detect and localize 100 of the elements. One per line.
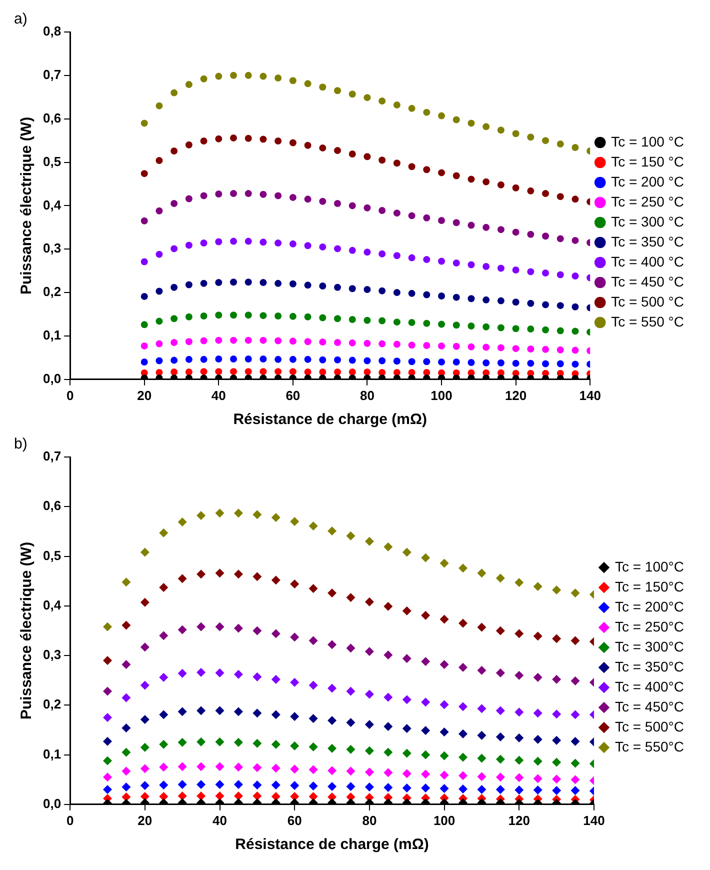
- point: [542, 326, 550, 334]
- point: [440, 700, 449, 710]
- point: [570, 736, 580, 746]
- point: [438, 358, 446, 366]
- point: [289, 280, 296, 288]
- point: [102, 785, 112, 794]
- point: [334, 338, 342, 346]
- point: [159, 792, 168, 801]
- point: [477, 772, 486, 782]
- point: [274, 356, 282, 363]
- point: [452, 322, 460, 329]
- point: [328, 766, 337, 776]
- point: [556, 360, 564, 368]
- point: [334, 284, 342, 291]
- point: [402, 548, 412, 557]
- point: [200, 192, 208, 200]
- point: [140, 342, 148, 350]
- point: [452, 358, 460, 366]
- point: [260, 238, 267, 246]
- point: [421, 656, 430, 666]
- point: [514, 786, 524, 795]
- point: [572, 236, 579, 244]
- point: [364, 720, 374, 729]
- point: [260, 355, 267, 362]
- point: [542, 346, 550, 353]
- x-tick-label: 40: [211, 388, 226, 403]
- point: [185, 368, 192, 376]
- point: [364, 536, 374, 546]
- point: [496, 754, 505, 764]
- y-tick-label: 0,0: [42, 370, 62, 386]
- point: [319, 368, 326, 376]
- point: [289, 312, 296, 320]
- point: [304, 356, 312, 363]
- point: [477, 622, 486, 632]
- point: [102, 686, 112, 696]
- point: [423, 358, 430, 366]
- point: [289, 368, 296, 376]
- x-tick-label: 20: [137, 388, 152, 403]
- point: [215, 706, 224, 716]
- point: [542, 301, 550, 308]
- legend-label: Tc = 300°C: [614, 638, 684, 654]
- point: [328, 744, 337, 753]
- point: [482, 123, 490, 130]
- point: [185, 313, 192, 320]
- point: [346, 644, 356, 653]
- point: [452, 172, 460, 180]
- point: [290, 517, 300, 526]
- x-tick-label: 60: [286, 388, 300, 403]
- point: [244, 134, 252, 142]
- point: [319, 314, 326, 322]
- point: [393, 160, 400, 167]
- point: [178, 668, 187, 678]
- point: [542, 137, 550, 144]
- point: [402, 606, 412, 616]
- point: [200, 137, 208, 144]
- point: [542, 232, 550, 240]
- legend-label: Tc = 350 °C: [611, 233, 684, 250]
- point: [468, 222, 475, 229]
- legend-label: Tc = 200°C: [614, 598, 684, 614]
- point: [140, 292, 148, 300]
- point: [346, 744, 356, 754]
- legend-label: Tc = 350°C: [614, 658, 684, 674]
- point: [234, 670, 243, 679]
- point: [438, 320, 446, 328]
- point: [102, 756, 112, 766]
- y-tick-label: 0,3: [42, 240, 62, 256]
- point: [482, 323, 490, 330]
- point: [552, 634, 562, 644]
- point: [348, 150, 356, 158]
- point: [402, 724, 412, 733]
- point: [319, 282, 326, 290]
- x-tick-label: 140: [579, 388, 601, 403]
- legend-label: Tc = 200 °C: [611, 173, 684, 190]
- point: [308, 765, 318, 774]
- point: [364, 94, 371, 102]
- point: [260, 312, 267, 320]
- point: [289, 338, 296, 345]
- point: [378, 287, 386, 294]
- point: [170, 200, 178, 208]
- point: [421, 698, 430, 707]
- point: [552, 674, 562, 684]
- point: [234, 508, 243, 518]
- point: [159, 780, 168, 790]
- point: [477, 754, 486, 763]
- point: [140, 358, 148, 366]
- point: [140, 642, 150, 652]
- point: [159, 583, 168, 592]
- x-tick-label: 140: [583, 812, 605, 828]
- point: [185, 356, 192, 363]
- point: [244, 278, 252, 286]
- point: [200, 240, 208, 247]
- point: [308, 782, 318, 791]
- point: [289, 139, 296, 146]
- point: [178, 762, 187, 772]
- point: [215, 668, 224, 678]
- point: [384, 768, 393, 778]
- point: [440, 614, 449, 624]
- point: [402, 695, 412, 704]
- point: [230, 72, 238, 79]
- point: [496, 785, 505, 794]
